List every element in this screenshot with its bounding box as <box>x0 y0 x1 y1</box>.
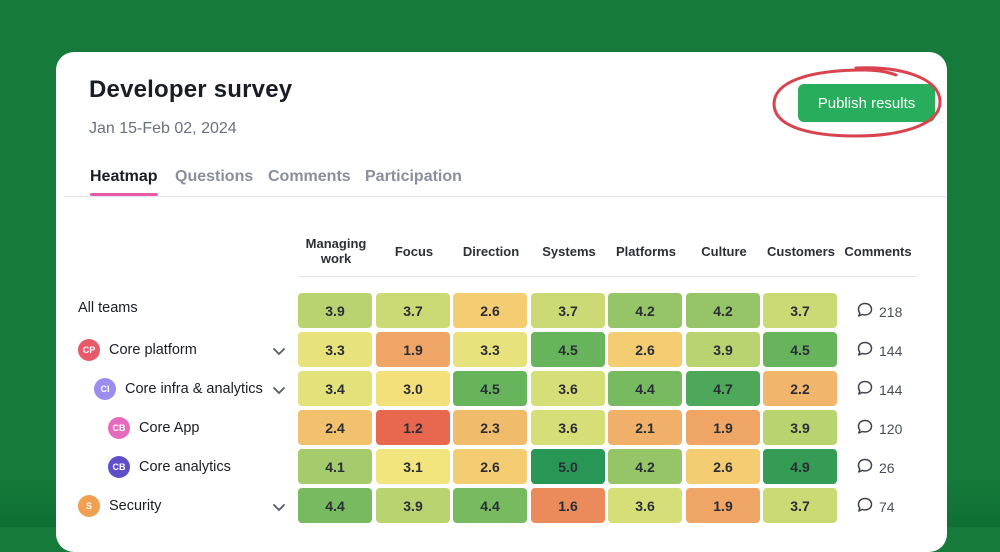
heatmap-cell[interactable]: 4.2 <box>608 449 682 484</box>
heatmap-cell[interactable]: 1.9 <box>376 332 450 367</box>
comment-bubble-icon <box>856 496 879 517</box>
heatmap-cell[interactable]: 4.5 <box>763 332 837 367</box>
team-name: Core platform <box>109 342 197 358</box>
column-header-platforms: Platforms <box>616 244 676 259</box>
team-name: Core analytics <box>139 459 231 475</box>
column-header-focus: Focus <box>394 244 434 259</box>
heatmap-cell[interactable]: 2.1 <box>608 410 682 445</box>
tab-questions[interactable]: Questions <box>175 168 254 185</box>
column-header-customers: Customers <box>767 244 835 259</box>
heatmap-cell[interactable]: 3.6 <box>608 488 682 523</box>
heatmap-cell[interactable]: 5.0 <box>531 449 605 484</box>
heatmap-cell[interactable]: 2.6 <box>453 449 527 484</box>
header-divider <box>298 276 917 277</box>
heatmap-cell[interactable]: 2.6 <box>686 449 760 484</box>
tab-heatmap[interactable]: Heatmap <box>90 168 158 185</box>
heatmap-cell[interactable]: 2.6 <box>608 332 682 367</box>
column-header-comments: Comments <box>844 244 912 259</box>
column-header-direction: Direction <box>462 244 520 259</box>
comment-count-value: 26 <box>879 459 895 476</box>
heatmap-cell[interactable]: 3.3 <box>453 332 527 367</box>
heatmap-cell[interactable]: 1.9 <box>686 488 760 523</box>
row-label-all-teams: All teams <box>78 300 138 316</box>
comment-count-value: 144 <box>879 381 903 398</box>
heatmap-cell[interactable]: 3.7 <box>763 488 837 523</box>
heatmap-cell[interactable]: 3.9 <box>763 410 837 445</box>
comment-count[interactable]: 144 <box>856 379 902 400</box>
heatmap-cell[interactable]: 4.9 <box>763 449 837 484</box>
heatmap-cell[interactable]: 3.9 <box>298 293 372 328</box>
heatmap-cell[interactable]: 3.7 <box>763 293 837 328</box>
heatmap-cell[interactable]: 3.4 <box>298 371 372 406</box>
survey-card: Developer survey Jan 15-Feb 02, 2024 Pub… <box>56 52 947 552</box>
tab-participation[interactable]: Participation <box>365 168 462 185</box>
heatmap-cell[interactable]: 3.6 <box>531 410 605 445</box>
comment-bubble-icon <box>856 457 879 478</box>
heatmap-cell[interactable]: 3.7 <box>531 293 605 328</box>
page-title: Developer survey <box>89 76 293 103</box>
team-name: Core infra & analytics <box>125 381 263 397</box>
comment-bubble-icon <box>856 301 879 322</box>
heatmap-cell[interactable]: 2.2 <box>763 371 837 406</box>
heatmap-cell[interactable]: 3.1 <box>376 449 450 484</box>
comment-count[interactable]: 120 <box>856 418 902 439</box>
heatmap-cell[interactable]: 4.2 <box>686 293 760 328</box>
heatmap-cell[interactable]: 4.4 <box>298 488 372 523</box>
comment-count-value: 218 <box>879 303 903 320</box>
heatmap-cell[interactable]: 3.7 <box>376 293 450 328</box>
heatmap-cell[interactable]: 3.6 <box>531 371 605 406</box>
heatmap-cell[interactable]: 4.7 <box>686 371 760 406</box>
team-name: All teams <box>78 300 138 316</box>
team-name: Core App <box>139 420 200 436</box>
comment-count[interactable]: 144 <box>856 340 902 361</box>
active-tab-indicator <box>90 193 158 196</box>
row-label-core-app: CB Core App <box>108 417 199 439</box>
date-range: Jan 15-Feb 02, 2024 <box>89 120 237 137</box>
column-header-managing-work: Managing work <box>305 236 367 266</box>
heatmap-cell[interactable]: 4.4 <box>453 488 527 523</box>
heatmap-cell[interactable]: 4.5 <box>531 332 605 367</box>
heatmap-cell[interactable]: 3.0 <box>376 371 450 406</box>
chevron-down-icon[interactable] <box>272 344 286 362</box>
comment-bubble-icon <box>856 418 879 439</box>
team-avatar: CB <box>108 417 130 439</box>
row-label-core-platform[interactable]: CP Core platform <box>78 339 197 361</box>
heatmap-cell[interactable]: 4.4 <box>608 371 682 406</box>
column-header-systems: Systems <box>542 244 596 259</box>
heatmap-cell[interactable]: 4.1 <box>298 449 372 484</box>
comment-count-value: 120 <box>879 420 903 437</box>
heatmap-cell[interactable]: 2.4 <box>298 410 372 445</box>
heatmap-cell[interactable]: 1.6 <box>531 488 605 523</box>
column-header-culture: Culture <box>701 244 747 259</box>
row-label-security[interactable]: S Security <box>78 495 161 517</box>
heatmap-cell[interactable]: 4.5 <box>453 371 527 406</box>
team-avatar: CP <box>78 339 100 361</box>
row-label-core-analytics: CB Core analytics <box>108 456 231 478</box>
heatmap-cell[interactable]: 3.9 <box>376 488 450 523</box>
team-name: Security <box>109 498 162 514</box>
team-avatar: CI <box>94 378 116 400</box>
chevron-down-icon[interactable] <box>272 500 286 518</box>
team-avatar: S <box>78 495 100 517</box>
tabs-divider <box>64 196 947 197</box>
comment-count[interactable]: 218 <box>856 301 902 322</box>
heatmap-cell[interactable]: 3.3 <box>298 332 372 367</box>
tab-comments[interactable]: Comments <box>268 168 351 185</box>
heatmap-cell[interactable]: 2.6 <box>453 293 527 328</box>
heatmap-cell[interactable]: 2.3 <box>453 410 527 445</box>
row-label-core-infra-analytics[interactable]: CI Core infra & analytics <box>94 378 263 400</box>
heatmap-cell[interactable]: 1.2 <box>376 410 450 445</box>
chevron-down-icon[interactable] <box>272 383 286 401</box>
comment-count[interactable]: 26 <box>856 457 895 478</box>
team-avatar: CB <box>108 456 130 478</box>
comment-bubble-icon <box>856 379 879 400</box>
publish-results-button[interactable]: Publish results <box>798 84 935 122</box>
comment-count[interactable]: 74 <box>856 496 895 517</box>
heatmap-cell[interactable]: 3.9 <box>686 332 760 367</box>
heatmap-cell[interactable]: 1.9 <box>686 410 760 445</box>
comment-count-value: 144 <box>879 342 903 359</box>
comment-count-value: 74 <box>879 498 895 515</box>
heatmap-cell[interactable]: 4.2 <box>608 293 682 328</box>
comment-bubble-icon <box>856 340 879 361</box>
